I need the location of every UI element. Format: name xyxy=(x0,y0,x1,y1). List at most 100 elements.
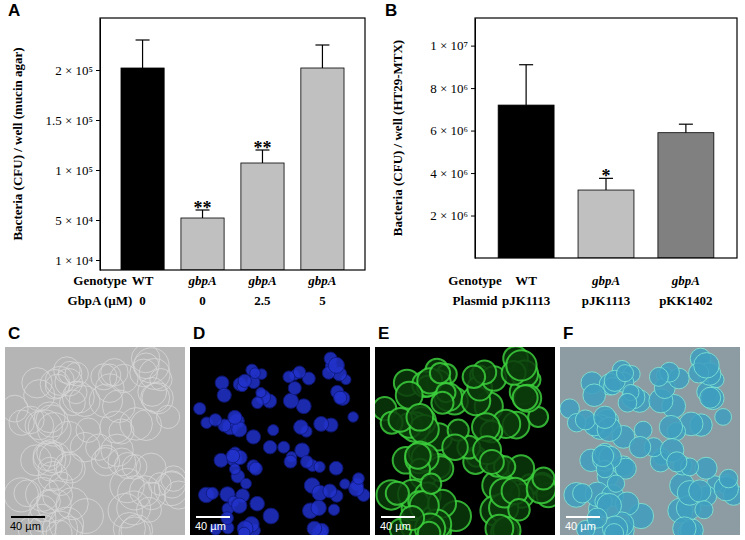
cell xyxy=(238,374,251,387)
cell xyxy=(14,480,41,507)
tick-mark xyxy=(96,260,100,261)
cell xyxy=(43,511,78,535)
image-background xyxy=(5,347,185,535)
panel-label: D xyxy=(193,324,205,343)
tick-mark xyxy=(96,220,100,221)
tick-label: 1 × 10⁵ xyxy=(55,163,93,178)
cell xyxy=(49,472,73,496)
cell xyxy=(65,381,87,403)
tick: 8 × 10⁶ xyxy=(430,81,475,96)
cell xyxy=(108,448,136,476)
cell xyxy=(288,382,301,395)
tick-mark xyxy=(96,70,100,71)
panel-label: C xyxy=(8,324,20,343)
scale-bar xyxy=(381,516,415,518)
error-bar xyxy=(519,65,533,105)
category-label: 5 xyxy=(319,293,326,308)
cell xyxy=(431,392,453,414)
cell xyxy=(649,367,668,386)
tick-label: 1.5 × 10⁵ xyxy=(45,113,93,128)
cell xyxy=(131,347,160,373)
plot-frame xyxy=(475,18,737,258)
cell xyxy=(206,487,218,499)
category-label: pJK1113 xyxy=(502,293,551,308)
category-label: WT xyxy=(515,273,537,288)
y-axis: 2 × 10⁶ 4 × 10⁶ 6 × 10⁶ 8 × 10⁶ 1 × 10⁷ xyxy=(430,19,475,259)
cell xyxy=(252,397,264,409)
plot-marks xyxy=(498,65,714,258)
cell xyxy=(56,488,88,520)
cell xyxy=(33,441,63,471)
plot-frame xyxy=(100,18,365,270)
category-label: gbpA xyxy=(671,273,701,288)
bar xyxy=(181,218,224,270)
tick-label: 4 × 10⁶ xyxy=(430,166,468,181)
cell xyxy=(53,421,84,452)
cell xyxy=(715,409,732,426)
scale-bar-label: 40 µm xyxy=(380,520,411,532)
significance-label: ** xyxy=(253,138,271,158)
image-panel: D40 µm xyxy=(190,324,370,540)
tick-label: 6 × 10⁶ xyxy=(430,123,468,138)
cell xyxy=(249,462,262,475)
tick: 1 × 10⁷ xyxy=(430,38,475,53)
cell xyxy=(284,455,297,468)
cell xyxy=(283,371,295,383)
category-label: gbpA xyxy=(187,273,217,288)
cell xyxy=(101,359,128,386)
tick-mark xyxy=(471,216,475,217)
cell xyxy=(323,484,337,498)
tick-mark xyxy=(96,170,100,171)
cell xyxy=(129,476,160,507)
tick: 5 × 10⁴ xyxy=(55,213,100,228)
error-stem xyxy=(685,124,686,132)
tick-label: 1 × 10⁷ xyxy=(430,38,468,53)
cell xyxy=(141,383,170,412)
cell xyxy=(617,365,634,382)
error-stem xyxy=(526,65,527,105)
tick-mark xyxy=(96,120,100,121)
tick-label: 2 × 10⁶ xyxy=(430,208,468,223)
cell xyxy=(215,376,229,390)
cell xyxy=(583,384,606,407)
row-label: Plasmid xyxy=(453,293,499,308)
axis-line xyxy=(100,19,101,271)
cell xyxy=(256,387,266,397)
cell xyxy=(353,473,365,485)
cell xyxy=(594,406,616,428)
chart-panel: A****1 × 10⁴5 × 10⁴1 × 10⁵1.5 × 10⁵2 × 1… xyxy=(8,1,365,308)
cell xyxy=(314,461,325,472)
row-label: Genotype xyxy=(73,273,127,288)
tick-label: 8 × 10⁶ xyxy=(430,81,468,96)
image-background xyxy=(560,347,740,535)
cell xyxy=(513,385,538,410)
cell xyxy=(25,411,54,440)
cell xyxy=(101,434,133,466)
error-bar xyxy=(679,124,693,132)
tick-mark xyxy=(471,46,475,47)
cell xyxy=(421,473,441,493)
micrograph xyxy=(375,347,555,535)
cell xyxy=(485,515,513,535)
panel-label: B xyxy=(385,1,397,20)
image-panel: E40 µm xyxy=(373,324,561,540)
cell xyxy=(592,445,614,467)
cell xyxy=(60,390,86,416)
bar xyxy=(578,190,634,258)
cell xyxy=(719,469,738,488)
cell xyxy=(228,410,242,424)
cell xyxy=(329,461,343,475)
cell xyxy=(407,404,434,431)
cell xyxy=(89,384,122,417)
cell xyxy=(241,478,252,489)
cell xyxy=(694,353,720,379)
category-label: 0 xyxy=(199,293,206,308)
category-label: pKK1402 xyxy=(659,293,712,308)
cell xyxy=(118,476,152,510)
cell xyxy=(69,499,104,534)
cell xyxy=(9,410,34,435)
cell xyxy=(348,412,359,423)
category-label: WT xyxy=(132,273,154,288)
cell xyxy=(314,416,329,431)
micrograph xyxy=(5,347,185,535)
